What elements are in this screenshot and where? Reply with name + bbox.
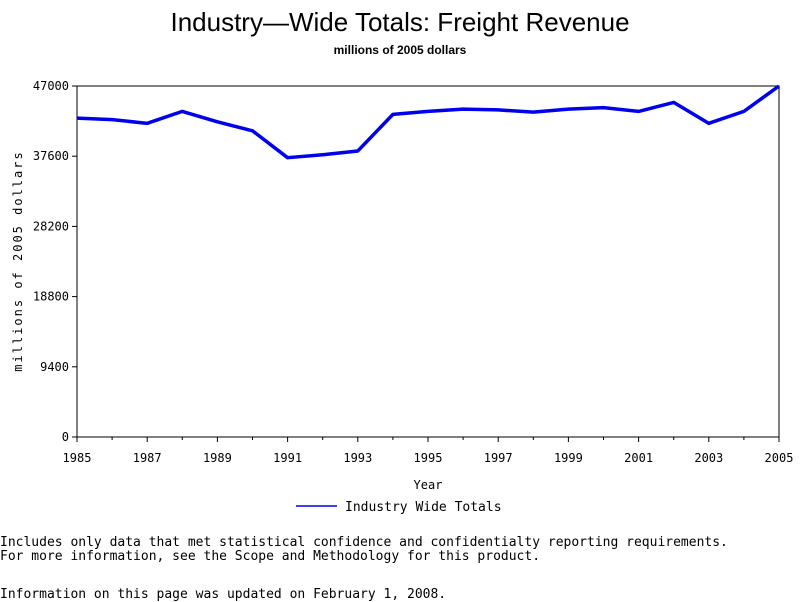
x-tick-label: 1999 (554, 451, 583, 465)
footnote-line-2: For more information, see the Scope and … (0, 550, 540, 564)
x-axis-label: Year (414, 478, 443, 492)
x-axis: 1985 1987 1989 1991 1993 1995 1997 1999 2001 2003… (63, 437, 794, 465)
x-tick-label: 1991 (273, 451, 302, 465)
y-tick-label: 37600 (33, 149, 69, 163)
y-tick-label: 28200 (33, 219, 69, 233)
chart-subtitle: millions of 2005 dollars (334, 43, 467, 57)
x-tick-label: 2005 (765, 451, 794, 465)
y-tick-label: 18800 (33, 290, 69, 304)
x-tick-label: 1987 (133, 451, 162, 465)
series-layer (77, 86, 779, 158)
legend-label: Industry Wide Totals (345, 500, 502, 515)
series-line (77, 86, 779, 158)
legend: Industry Wide Totals (296, 500, 502, 515)
x-tick-label: 1997 (484, 451, 513, 465)
footnote-line-1: Includes only data that met statistical … (0, 536, 728, 550)
x-tick-label: 2003 (694, 451, 723, 465)
x-tick-label: 1993 (343, 451, 372, 465)
y-tick-label: 47000 (33, 79, 69, 93)
x-tick-label: 1989 (203, 451, 232, 465)
x-tick-label: 2001 (624, 451, 653, 465)
y-axis: 0 9400 18800 28200 37600 47000 (33, 79, 77, 444)
chart-title: Industry—Wide Totals: Freight Revenue (170, 7, 629, 37)
y-axis-label: millions of 2005 dollars (11, 150, 25, 371)
y-tick-label: 0 (62, 430, 69, 444)
x-tick-label: 1985 (63, 451, 92, 465)
y-tick-label: 9400 (40, 360, 69, 374)
x-tick-label: 1995 (414, 451, 443, 465)
plot-frame (77, 86, 779, 437)
